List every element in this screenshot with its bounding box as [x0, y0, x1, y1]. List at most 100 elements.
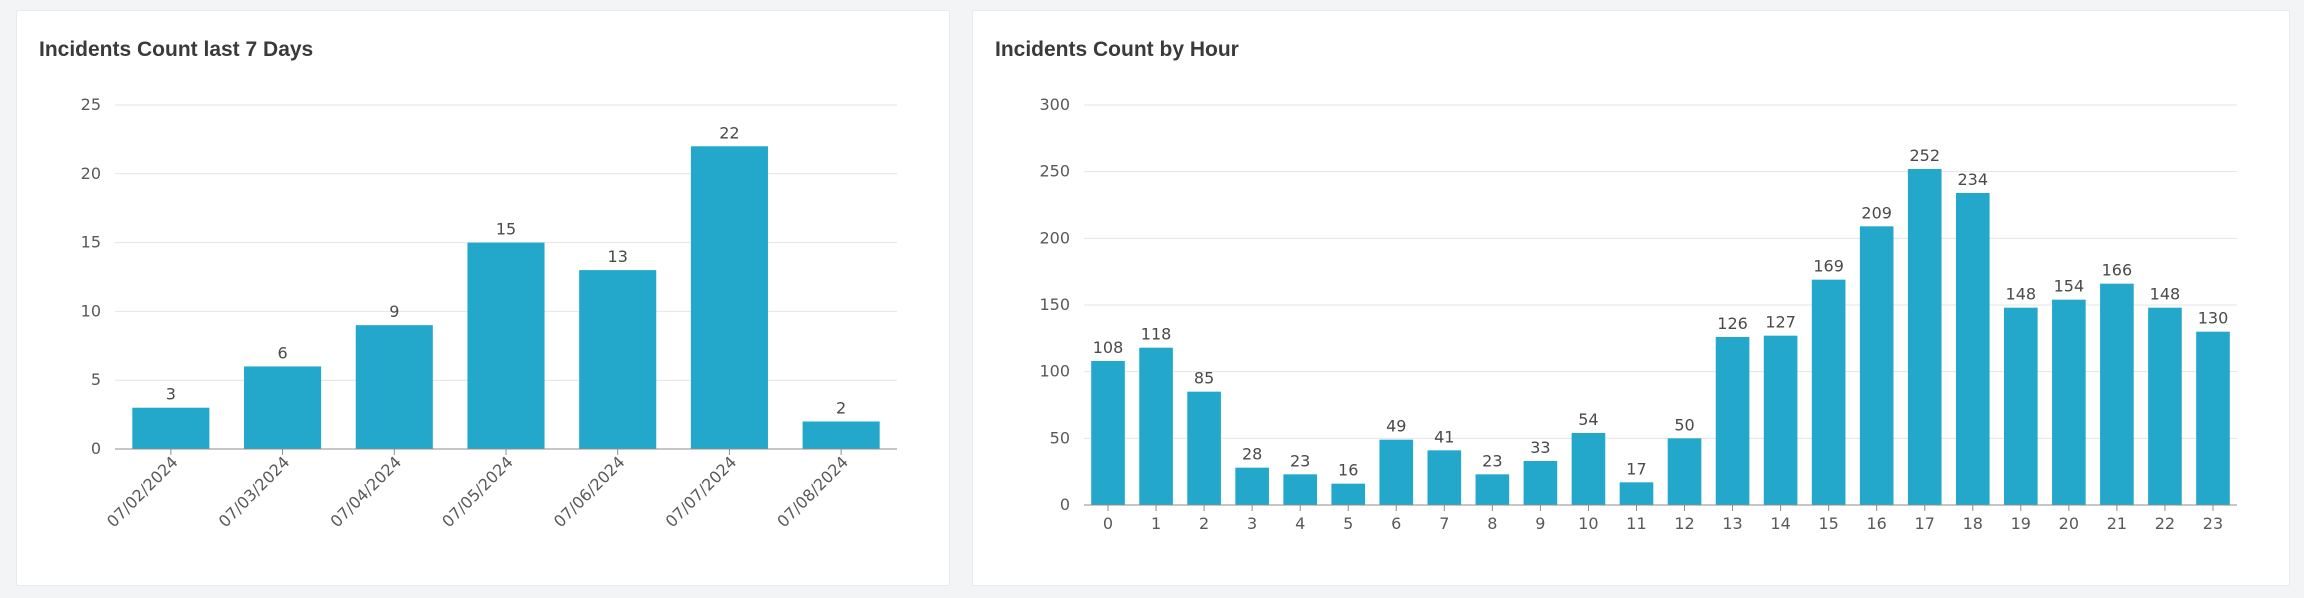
x-tick-label: 21 — [2107, 514, 2127, 533]
bar-value-label: 126 — [1717, 314, 1748, 333]
x-tick-label: 3 — [1247, 514, 1257, 533]
bar-value-label: 234 — [1957, 170, 1988, 189]
bar[interactable] — [1475, 474, 1510, 505]
bar[interactable] — [1091, 361, 1125, 505]
x-tick-label: 15 — [1818, 514, 1838, 533]
bar[interactable] — [1427, 450, 1462, 505]
bar-value-label: 154 — [2054, 277, 2085, 296]
x-tick-label: 4 — [1295, 514, 1305, 533]
x-tick-label: 18 — [1963, 514, 1983, 533]
bar[interactable] — [2100, 283, 2134, 505]
bar-value-label: 6 — [277, 343, 287, 362]
bar[interactable] — [1667, 438, 1702, 505]
x-tick-label: 07/03/2024 — [215, 452, 294, 531]
bar[interactable] — [132, 407, 210, 449]
x-tick-label: 07/07/2024 — [662, 452, 741, 531]
y-tick-label: 5 — [91, 370, 101, 389]
y-tick-label: 50 — [1050, 428, 1070, 447]
bar-value-label: 252 — [1909, 146, 1940, 165]
bar[interactable] — [802, 421, 880, 449]
bar-value-label: 118 — [1141, 325, 1172, 344]
y-tick-label: 15 — [81, 233, 101, 252]
bar[interactable] — [1283, 474, 1318, 505]
bar-chart-by-hour: 0501001502002503001080118185228323416549… — [1039, 95, 2237, 533]
y-tick-label: 150 — [1039, 295, 1070, 314]
x-tick-label: 7 — [1439, 514, 1449, 533]
chart-title: Incidents Count by Hour — [995, 38, 1239, 61]
x-tick-label: 2 — [1199, 514, 1209, 533]
bar[interactable] — [1955, 193, 1990, 505]
bar-value-label: 49 — [1386, 417, 1406, 436]
bar-value-label: 2 — [836, 398, 846, 417]
x-tick-label: 07/05/2024 — [438, 452, 517, 531]
x-tick-label: 23 — [2203, 514, 2223, 533]
bar-value-label: 17 — [1626, 459, 1646, 478]
bar[interactable] — [1907, 169, 1942, 505]
bar-value-label: 85 — [1194, 369, 1214, 388]
bar-value-label: 16 — [1338, 461, 1358, 480]
bar[interactable] — [1763, 335, 1798, 505]
y-tick-label: 20 — [81, 164, 101, 183]
bar-value-label: 23 — [1482, 451, 1502, 470]
bar[interactable] — [2003, 307, 2038, 505]
bar-value-label: 3 — [166, 385, 176, 404]
bar-chart-last-7-days: 0 5 10 15 20 25 3 07/02/2024 6 07/03/2024 9 07/04/2… — [81, 95, 897, 531]
x-tick-label: 11 — [1626, 514, 1646, 533]
y-tick-label: 25 — [81, 95, 101, 114]
bar[interactable] — [1187, 391, 1221, 505]
bar[interactable] — [467, 242, 545, 449]
x-tick-label: 16 — [1867, 514, 1887, 533]
bar[interactable] — [1379, 439, 1414, 505]
bar[interactable] — [1331, 483, 1366, 505]
y-tick-label: 10 — [81, 301, 101, 320]
bar-value-label: 54 — [1578, 410, 1598, 429]
x-tick-label: 0 — [1103, 514, 1113, 533]
bar-value-label: 130 — [2198, 309, 2229, 328]
y-tick-label: 200 — [1039, 228, 1070, 247]
bar-value-label: 13 — [608, 247, 628, 266]
bar[interactable] — [1523, 461, 1558, 505]
bar-value-label: 28 — [1242, 445, 1262, 464]
bar[interactable] — [1811, 279, 1846, 505]
chart-title: Incidents Count last 7 Days — [39, 38, 314, 61]
y-tick-label: 0 — [1060, 495, 1070, 514]
x-tick-label: 9 — [1535, 514, 1545, 533]
bar-value-label: 166 — [2102, 261, 2133, 280]
bar[interactable] — [1859, 226, 1894, 506]
bar[interactable] — [2196, 331, 2230, 505]
bar[interactable] — [244, 366, 322, 449]
bar[interactable] — [1715, 337, 1750, 505]
bar-value-label: 23 — [1290, 451, 1310, 470]
bar[interactable] — [579, 270, 657, 449]
bar-value-label: 169 — [1813, 257, 1844, 276]
bar-value-label: 50 — [1674, 415, 1694, 434]
y-tick-label: 100 — [1039, 362, 1070, 381]
x-tick-label: 17 — [1915, 514, 1935, 533]
bar-value-label: 148 — [2150, 285, 2181, 304]
bar-value-label: 127 — [1765, 313, 1796, 332]
bar[interactable] — [2148, 307, 2182, 505]
x-tick-label: 13 — [1722, 514, 1742, 533]
x-tick-label: 07/06/2024 — [550, 452, 629, 531]
bar[interactable] — [1139, 347, 1173, 505]
bar-value-label: 9 — [389, 302, 399, 321]
bar[interactable] — [2052, 299, 2086, 505]
x-tick-label: 6 — [1391, 514, 1401, 533]
bar[interactable] — [1619, 482, 1654, 505]
chart-panel-last-7-days: Incidents Count last 7 Days 0 5 10 15 20 25 3 0… — [16, 10, 950, 586]
bar[interactable] — [355, 325, 433, 449]
bar[interactable] — [1571, 433, 1606, 505]
x-tick-label: 07/04/2024 — [326, 452, 405, 531]
x-tick-label: 12 — [1674, 514, 1694, 533]
bar-value-label: 108 — [1093, 338, 1124, 357]
bar-value-label: 209 — [1861, 203, 1892, 222]
bar-value-label: 41 — [1434, 427, 1454, 446]
bar[interactable] — [1235, 467, 1269, 505]
x-tick-label: 07/02/2024 — [103, 452, 182, 531]
y-tick-label: 250 — [1039, 162, 1070, 181]
bar-value-label: 22 — [719, 123, 739, 142]
bar[interactable] — [690, 146, 768, 449]
bar-value-label: 33 — [1530, 438, 1550, 457]
x-tick-label: 22 — [2155, 514, 2175, 533]
bar-value-label: 148 — [2006, 285, 2037, 304]
